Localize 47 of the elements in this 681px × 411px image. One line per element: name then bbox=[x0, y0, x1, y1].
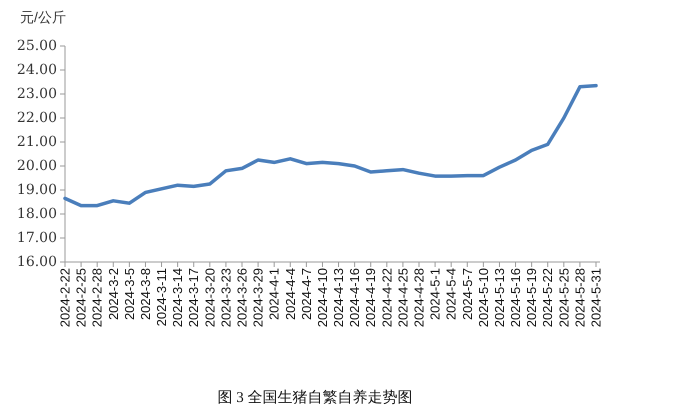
x-tick-label: 2024-5-22 bbox=[540, 268, 556, 328]
x-tick-label: 2024-4-25 bbox=[395, 268, 410, 328]
y-axis-title: 元/公斤 bbox=[20, 9, 66, 25]
x-tick-label: 2024-5-7 bbox=[460, 268, 475, 320]
y-tick-label: 18.00 bbox=[16, 206, 57, 222]
y-tick-label: 16.00 bbox=[16, 254, 57, 270]
y-tick-label: 20.00 bbox=[16, 158, 57, 174]
x-tick-label: 2024-4-13 bbox=[331, 268, 346, 328]
x-tick-label: 2024-2-22 bbox=[58, 268, 72, 328]
x-tick-label: 2024-5-19 bbox=[524, 268, 540, 328]
x-tick-label: 2024-3-11 bbox=[154, 268, 170, 326]
x-tick-label: 2024-3-5 bbox=[122, 268, 137, 320]
x-tick-label: 2024-3-29 bbox=[250, 268, 266, 328]
x-tick-label: 2024-5-31 bbox=[588, 268, 604, 328]
x-tick-label: 2024-5-4 bbox=[444, 268, 459, 320]
x-tick-label: 2024-5-16 bbox=[508, 268, 524, 328]
x-tick-label: 2024-3-20 bbox=[202, 268, 218, 328]
x-tick-label: 2024-5-28 bbox=[572, 268, 588, 328]
line-series bbox=[63, 84, 598, 208]
x-tick-label: 2024-3-2 bbox=[106, 268, 121, 320]
x-tick-label: 2024-4-7 bbox=[298, 268, 314, 320]
x-tick-label: 2024-4-16 bbox=[347, 268, 362, 328]
x-tick-label: 2024-4-10 bbox=[314, 268, 330, 328]
x-tick-label: 2024-2-28 bbox=[90, 268, 105, 328]
x-tick-label: 2024-3-23 bbox=[218, 268, 234, 328]
y-tick-label: 21.00 bbox=[16, 134, 57, 150]
x-tick-label: 2024-2-25 bbox=[74, 268, 89, 328]
x-tick-label: 2024-5-1 bbox=[428, 268, 443, 320]
x-tick-label: 2024-4-28 bbox=[412, 268, 426, 328]
y-tick-label: 17.00 bbox=[16, 230, 57, 246]
x-tick-label: 2024-5-13 bbox=[492, 268, 507, 328]
x-tick-label: 2024-5-25 bbox=[556, 268, 572, 328]
y-tick-label: 22.00 bbox=[16, 110, 57, 126]
x-tick-label: 2024-3-8 bbox=[138, 268, 153, 320]
text: 图 3 全国生猪自繁自养走势图 bbox=[218, 389, 412, 406]
x-tick-label: 2024-4-1 bbox=[266, 268, 282, 320]
x-tick-label: 2024-3-17 bbox=[186, 268, 202, 328]
y-tick-label: 23.00 bbox=[16, 86, 57, 102]
x-tick-label: 2024-3-14 bbox=[170, 268, 186, 328]
y-tick-label: 24.00 bbox=[16, 62, 57, 78]
y-tick-label: 19.00 bbox=[16, 182, 57, 198]
x-tick-label: 2024-5-10 bbox=[476, 268, 491, 328]
x-tick-label: 2024-3-26 bbox=[234, 268, 250, 328]
x-tick-label: 2024-4-19 bbox=[363, 268, 378, 328]
x-tick-label: 2024-4-22 bbox=[379, 268, 394, 328]
y-tick-label: 25.00 bbox=[16, 38, 57, 54]
x-tick-label: 2024-4-4 bbox=[282, 268, 298, 320]
